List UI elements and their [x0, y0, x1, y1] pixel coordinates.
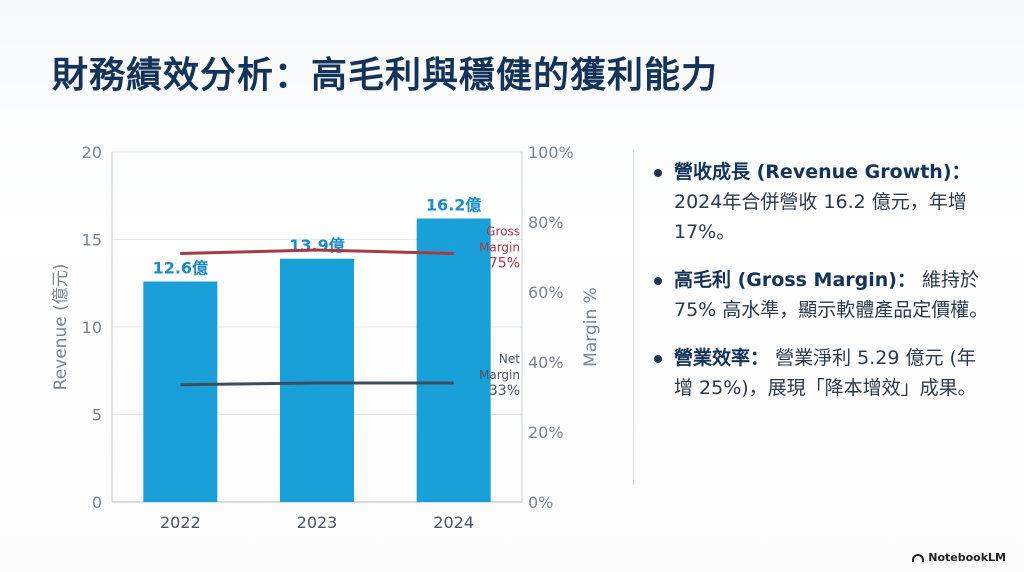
- bullet-body: 維持於 75% 高水準，顯示軟體產品定價權。: [674, 269, 989, 321]
- bar: [416, 218, 491, 502]
- brand-watermark: NotebookLM: [912, 551, 1006, 564]
- y-tick-label: 15: [82, 231, 102, 250]
- y-tick-label: 0: [92, 493, 102, 512]
- series-label: Net: [499, 352, 520, 366]
- y-tick-label: 5: [92, 406, 102, 425]
- series-line: [180, 381, 454, 387]
- bullet-gross-margin: 高毛利 (Gross Margin)： 維持於 75% 高水準，顯示軟體產品定價…: [652, 265, 992, 325]
- series-label: Margin: [479, 241, 520, 255]
- y2-tick-label: 100%: [528, 143, 574, 162]
- bullet-list: 營收成長 (Revenue Growth)： 2024年合併營收 16.2 億元…: [652, 157, 992, 421]
- bullet-operating-efficiency: 營業效率： 營業淨利 5.29 億元 (年增 25%)，展現「降本增效」成果。: [652, 343, 992, 403]
- series-label: 33%: [489, 383, 520, 399]
- bar: [280, 258, 354, 502]
- y2-axis-title: Margin %: [581, 287, 600, 367]
- series-label: Margin: [479, 368, 520, 382]
- y-tick-label: 20: [82, 143, 102, 162]
- page-title: 財務績效分析：高毛利與穩健的獲利能力: [52, 55, 719, 96]
- x-tick-label: 2024: [433, 513, 474, 532]
- y2-tick-label: 60%: [528, 283, 564, 302]
- series-label: Gross: [486, 225, 520, 239]
- bullet-separator: ：: [896, 269, 916, 291]
- bullet-dot-icon: [654, 169, 662, 177]
- bullet-body: 2024年合併營收 16.2 億元，年增 17%。: [674, 191, 967, 243]
- bullet-heading: 營業效率: [674, 347, 751, 369]
- y-axis-title: Revenue (億元): [51, 264, 71, 391]
- bar-data-label: 16.2億: [426, 196, 481, 215]
- y2-tick-label: 0%: [528, 493, 553, 512]
- bullet-separator: ：: [750, 347, 770, 369]
- y-tick-label: 10: [82, 318, 102, 337]
- bullet-separator: ：: [951, 161, 971, 183]
- y2-tick-label: 80%: [528, 213, 564, 232]
- bullet-revenue-growth: 營收成長 (Revenue Growth)： 2024年合併營收 16.2 億元…: [652, 157, 992, 247]
- bullet-heading: 營收成長 (Revenue Growth): [674, 161, 952, 183]
- bar-data-label: 12.6億: [153, 259, 208, 278]
- series-line: [180, 248, 454, 255]
- bullet-body: 營業淨利 5.29 億元 (年增 25%)，展現「降本增效」成果。: [674, 347, 977, 399]
- x-tick-label: 2023: [297, 513, 338, 532]
- y2-tick-label: 20%: [528, 423, 564, 442]
- bullet-heading: 高毛利 (Gross Margin): [674, 269, 897, 291]
- bullet-dot-icon: [654, 277, 662, 285]
- revenue-margin-chart: 0 5 10 15 20 0% 20% 40% 60% 80% 100% Revenue (億元) Ma…: [51, 143, 600, 532]
- bar: [143, 281, 218, 502]
- bullet-dot-icon: [654, 355, 662, 363]
- y2-tick-label: 40%: [528, 353, 564, 372]
- brand-name: NotebookLM: [928, 551, 1006, 564]
- series-label: 75%: [489, 256, 520, 272]
- divider: [633, 150, 634, 485]
- notebooklm-logo-icon: [912, 553, 925, 562]
- x-tick-label: 2022: [160, 513, 201, 532]
